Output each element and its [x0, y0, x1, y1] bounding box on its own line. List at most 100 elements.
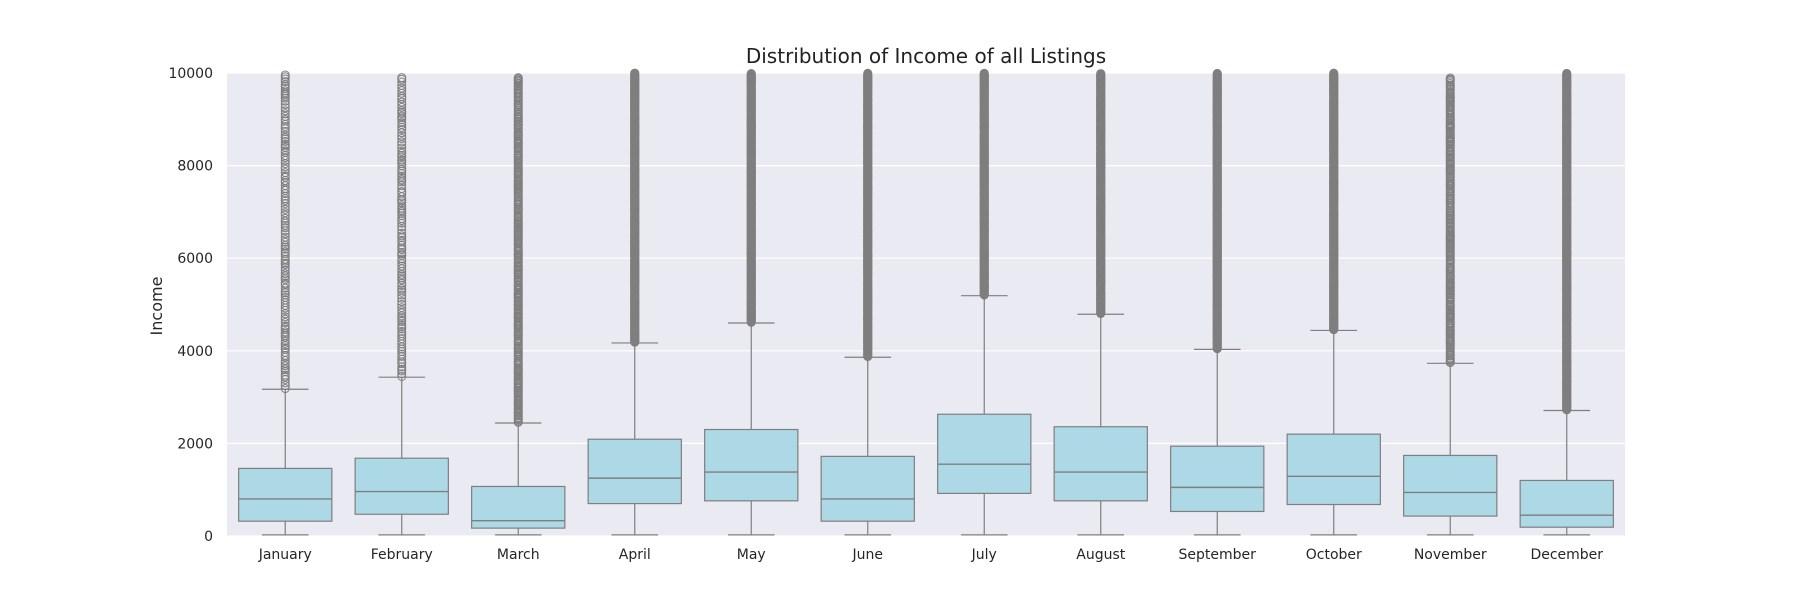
outlier-points: [630, 68, 640, 347]
outlier-point: [397, 225, 407, 235]
box-december: [1519, 68, 1614, 536]
box-march: [471, 73, 566, 536]
outlier-point: [397, 155, 407, 165]
iqr-box: [471, 485, 566, 529]
outlier-point: [280, 130, 290, 140]
outlier-point: [280, 153, 290, 163]
outlier-point: [630, 68, 640, 78]
outlier-point: [280, 111, 290, 121]
outlier-point: [280, 126, 290, 136]
outlier-point: [280, 223, 290, 233]
outlier-point: [397, 278, 407, 288]
outlier-point: [397, 306, 407, 316]
iqr-box: [238, 467, 333, 522]
plot-area: [227, 73, 1625, 536]
outlier-point: [397, 218, 407, 228]
box-september: [1170, 68, 1265, 536]
outlier-point: [397, 283, 407, 293]
outlier-point: [397, 201, 407, 211]
outlier-point: [397, 187, 407, 197]
outlier-point: [397, 146, 407, 156]
outlier-point: [1445, 73, 1455, 83]
outlier-points: [280, 70, 290, 394]
outlier-point: [397, 216, 407, 226]
outlier-point: [397, 297, 407, 307]
outlier-point: [280, 86, 290, 96]
outlier-point: [280, 318, 290, 328]
outlier-point: [280, 290, 290, 300]
outlier-point: [280, 292, 290, 302]
box-may: [704, 69, 799, 536]
outlier-point: [397, 211, 407, 221]
outlier-point: [397, 351, 407, 361]
outlier-point: [280, 146, 290, 156]
box-november: [1403, 73, 1498, 536]
outlier-point: [397, 320, 407, 330]
outlier-points: [863, 68, 873, 362]
outlier-point: [397, 73, 407, 83]
outlier-point: [280, 121, 290, 131]
outlier-point: [280, 343, 290, 353]
outlier-point: [397, 77, 407, 87]
outlier-point: [280, 114, 290, 124]
box-august: [1053, 69, 1148, 536]
grid-lines: [227, 72, 1625, 537]
outlier-point: [397, 180, 407, 190]
outlier-point: [1329, 68, 1339, 78]
outlier-point: [397, 183, 407, 193]
outlier-point: [397, 315, 407, 325]
iqr-box: [354, 457, 449, 515]
outlier-point: [280, 109, 290, 119]
outlier-point: [397, 203, 407, 213]
outlier-point: [280, 247, 290, 257]
outlier-point: [513, 73, 523, 83]
outlier-point: [397, 303, 407, 313]
outlier-point: [280, 198, 290, 208]
outlier-point: [397, 324, 407, 334]
outlier-point: [280, 70, 290, 80]
outlier-point: [280, 321, 290, 331]
box-june: [820, 68, 915, 536]
outlier-point: [397, 326, 407, 336]
iqr-box: [1286, 433, 1381, 506]
outlier-point: [397, 140, 407, 150]
outlier-points: [1329, 68, 1339, 335]
outlier-point: [1212, 68, 1222, 78]
outlier-point: [280, 312, 290, 322]
outlier-point: [397, 131, 407, 141]
outlier-point: [397, 235, 407, 245]
outlier-point: [863, 68, 873, 78]
outlier-point: [397, 137, 407, 147]
outlier-point: [397, 261, 407, 271]
outlier-point: [397, 143, 407, 153]
outlier-points: [1096, 69, 1106, 319]
outlier-points: [1562, 68, 1572, 415]
outlier-point: [397, 329, 407, 339]
outlier-point: [280, 347, 290, 357]
outlier-point: [280, 210, 290, 220]
outlier-point: [746, 69, 756, 79]
outlier-point: [397, 290, 407, 300]
box-series: [238, 68, 1614, 536]
outlier-point: [280, 208, 290, 218]
outlier-point: [280, 265, 290, 275]
outlier-point: [397, 171, 407, 181]
outlier-point: [280, 220, 290, 230]
outlier-point: [280, 139, 290, 149]
outlier-point: [280, 103, 290, 113]
box-july: [937, 68, 1032, 536]
outlier-points: [1445, 73, 1455, 368]
outlier-point: [280, 251, 290, 261]
chart-title: Distribution of Income of all Listings: [746, 44, 1106, 68]
outlier-point: [280, 278, 290, 288]
outlier-point: [280, 361, 290, 371]
outlier-points: [746, 69, 756, 327]
outlier-points: [979, 68, 989, 300]
outlier-point: [979, 68, 989, 78]
outlier-point: [280, 213, 290, 223]
box-october: [1286, 68, 1381, 536]
outlier-point: [397, 86, 407, 96]
outlier-point: [397, 83, 407, 93]
iqr-box: [587, 438, 682, 505]
